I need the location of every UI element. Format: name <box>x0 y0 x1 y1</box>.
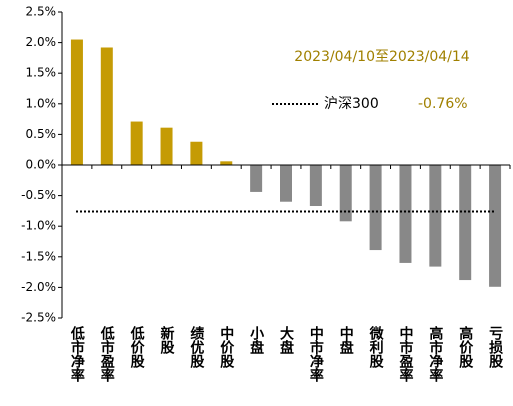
y-tick-label: 0.5% <box>26 127 57 141</box>
x-tick-label: 微利股 <box>368 325 385 369</box>
x-tick-label: 高市净率 <box>427 325 443 383</box>
y-tick-label: 0.0% <box>26 158 57 172</box>
bar <box>429 165 442 267</box>
bar <box>190 141 203 165</box>
bar <box>339 165 352 222</box>
bar <box>369 165 382 251</box>
x-tick-label: 高价股 <box>457 325 473 369</box>
x-tick-label: 小盘 <box>248 326 264 354</box>
bar <box>309 165 322 207</box>
bar <box>399 165 412 263</box>
bar <box>280 165 292 202</box>
x-tick-label: 绩优股 <box>188 325 204 369</box>
reference-value-label: -0.76% <box>418 96 468 112</box>
y-tick-label: -2.0% <box>21 280 56 294</box>
bar <box>250 165 263 192</box>
x-tick-label: 低市盈率 <box>99 325 116 383</box>
x-tick-label: 大盘 <box>278 325 294 354</box>
x-tick-label: 中盘 <box>338 325 354 354</box>
bar <box>70 39 83 165</box>
y-tick-label: -0.5% <box>21 188 56 202</box>
y-tick-label: -1.5% <box>21 249 56 263</box>
y-tick-label: 1.0% <box>26 96 57 110</box>
x-tick-label: 低价股 <box>129 325 146 369</box>
x-tick-label: 中市盈率 <box>397 325 414 383</box>
bar <box>100 47 113 165</box>
y-tick-label: -2.5% <box>21 311 56 325</box>
x-tick-label: 新股 <box>159 325 175 355</box>
x-tick-label: 中市净率 <box>308 325 324 383</box>
x-tick-label: 中价股 <box>218 325 234 369</box>
x-tick-label: 亏损股 <box>487 326 503 369</box>
bar <box>220 161 233 165</box>
bar <box>160 127 173 165</box>
legend-label: 沪深300 <box>324 96 379 112</box>
y-tick-label: 2.5% <box>26 5 57 19</box>
x-tick-label: 低市净率 <box>69 325 86 383</box>
bar <box>489 165 502 287</box>
y-tick-label: 1.5% <box>26 66 57 80</box>
date-range: 2023/04/10至2023/04/14 <box>294 49 469 65</box>
bar <box>459 165 472 281</box>
bar <box>130 121 143 165</box>
y-tick-label: 2.0% <box>26 35 57 49</box>
y-tick-label: -1.0% <box>21 219 56 233</box>
